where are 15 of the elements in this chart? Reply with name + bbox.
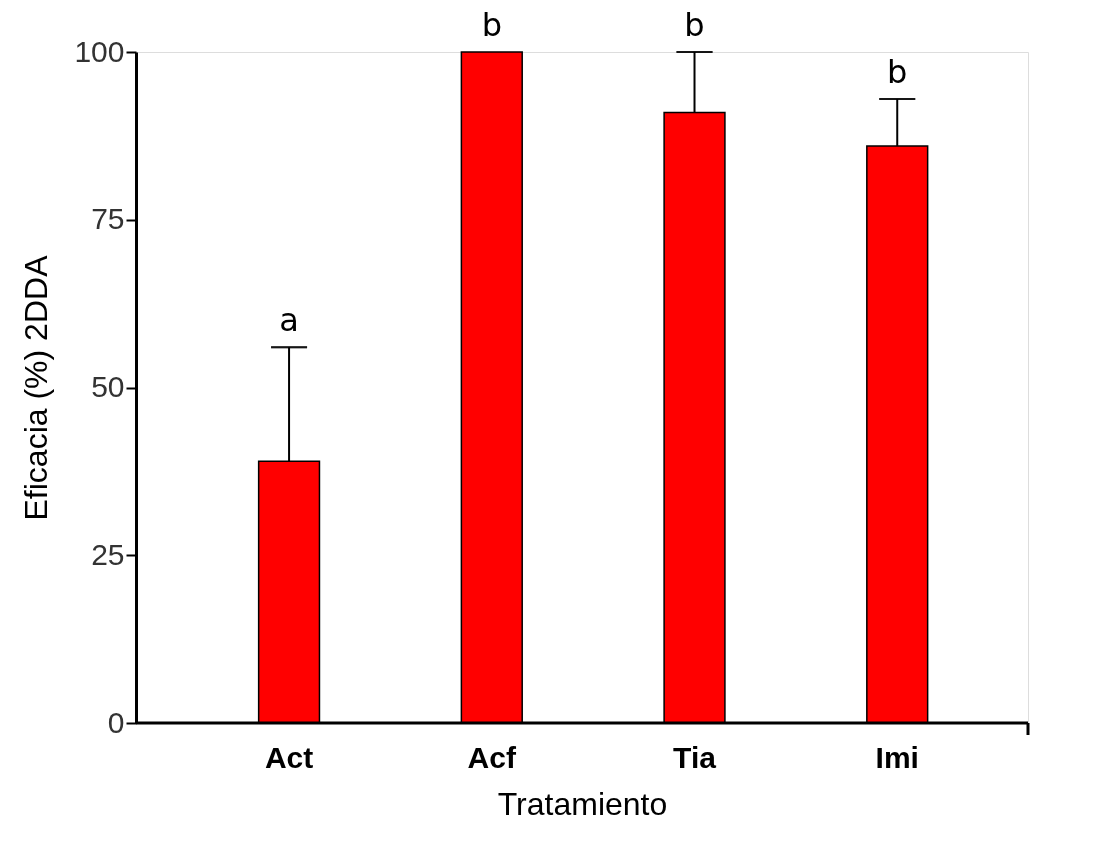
y-tick-label: 50: [91, 370, 125, 403]
x-axis-title: Tratamiento: [497, 785, 668, 822]
x-tick-label: Tia: [673, 740, 717, 774]
y-tick-label: 25: [91, 537, 125, 571]
x-tick-label: Acf: [467, 740, 517, 774]
y-tick-label: 100: [74, 34, 125, 68]
y-tick-label: 75: [91, 202, 125, 236]
y-axis-title: Eficacia (%) 2DDA: [18, 254, 55, 521]
x-tick-label: Imi: [875, 740, 919, 774]
annotation: a: [279, 301, 299, 340]
annotation: b: [684, 6, 705, 44]
y-tick-label: 0: [107, 705, 125, 739]
annotation: b: [887, 52, 908, 91]
annotation: b: [481, 6, 502, 44]
x-tick-label: Act: [264, 740, 314, 774]
